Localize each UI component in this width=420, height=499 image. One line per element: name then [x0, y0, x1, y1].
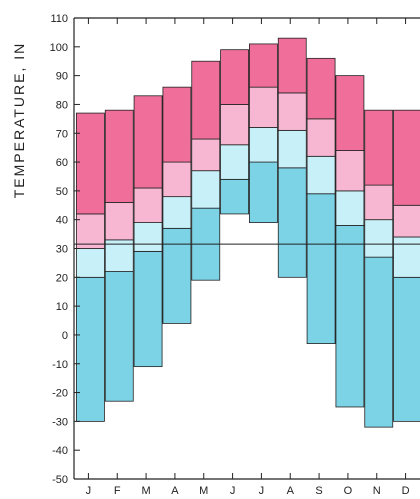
bar-segment — [133, 95, 163, 189]
bar-segment — [364, 184, 394, 221]
bar-segment — [191, 138, 221, 172]
y-tick-label: 70 — [56, 128, 68, 140]
month-label: M — [141, 485, 150, 497]
y-axis-ticks: -50 -40 -30 -20 -10 0 10 20 30 40 50 60 70 80 90 100 110 — [50, 13, 80, 486]
bar-segment — [335, 150, 365, 192]
bar-segment — [364, 256, 394, 428]
bar-segment — [277, 37, 307, 94]
y-axis-label: TEMPERATURE, IN — [11, 42, 27, 199]
month-label: J — [259, 485, 265, 497]
y-axis-label-group: TEMPERATURE, IN — [11, 42, 27, 199]
bar-segment — [277, 92, 307, 131]
bar-segment — [76, 276, 105, 422]
bar-segment — [76, 112, 105, 215]
bar-segment — [191, 170, 221, 209]
bar-segment — [306, 193, 336, 344]
bar-segment — [162, 161, 192, 198]
y-tick-label: 0 — [62, 330, 68, 342]
y-tick-label: -50 — [52, 474, 68, 486]
bar-segment — [104, 271, 134, 402]
bar-segment — [162, 227, 192, 324]
bar-segment — [249, 127, 278, 163]
bar-segment — [76, 248, 105, 278]
month-label: S — [315, 485, 322, 497]
y-tick-label: 50 — [56, 186, 68, 198]
bar-segment — [76, 213, 105, 249]
bar-segment — [249, 43, 278, 88]
y-tick-label: 40 — [56, 215, 68, 227]
month-label: J — [86, 485, 92, 497]
bar-segment — [191, 60, 221, 140]
bar-segment — [249, 161, 278, 223]
month-label: J — [230, 485, 236, 497]
bar-segment — [393, 109, 420, 206]
month-label: O — [344, 485, 353, 497]
bar-segment — [220, 178, 249, 215]
bar-segment — [104, 109, 134, 203]
bar-segment — [306, 118, 336, 157]
month-label: F — [114, 485, 121, 497]
bar-segment — [249, 86, 278, 128]
month-label: N — [373, 485, 381, 497]
bar-segment — [277, 129, 307, 169]
y-tick-label: -40 — [52, 445, 68, 457]
y-tick-label: -30 — [52, 416, 68, 428]
y-tick-label: 30 — [56, 244, 68, 256]
y-tick-label: 110 — [50, 13, 68, 25]
y-tick-label: -20 — [52, 388, 68, 400]
y-tick-label: -10 — [52, 359, 68, 371]
bar-segment — [220, 144, 249, 180]
bar-segment — [104, 201, 134, 241]
bar-segment — [133, 250, 163, 368]
bar-segment — [335, 190, 365, 226]
bar-segment — [306, 155, 336, 195]
bar-segment — [364, 109, 394, 186]
y-tick-label: 60 — [56, 157, 68, 169]
bar-segment — [335, 75, 365, 151]
bar-segment — [277, 167, 307, 278]
y-tick-label: 100 — [50, 42, 68, 54]
bar-segment — [162, 86, 192, 163]
y-tick-label: 90 — [56, 71, 68, 83]
bar-segment — [104, 239, 134, 272]
bar-segment — [364, 219, 394, 258]
bar-segment — [335, 225, 365, 408]
bar-segment — [306, 57, 336, 120]
bar-segment — [133, 222, 163, 252]
month-label: D — [402, 485, 410, 497]
bar-segment — [393, 204, 420, 238]
y-tick-label: 20 — [56, 272, 68, 284]
bar-segment — [393, 236, 420, 278]
bars-layer — [74, 37, 420, 428]
month-label: A — [287, 485, 295, 497]
bar-segment — [162, 196, 192, 229]
bar-segment — [133, 187, 163, 223]
bar-segment — [220, 104, 249, 146]
y-tick-label: 80 — [56, 99, 68, 111]
y-tick-label: 10 — [56, 301, 68, 313]
month-label: M — [199, 485, 208, 497]
bar-segment — [393, 276, 420, 422]
month-label: A — [171, 485, 179, 497]
bar-segment — [220, 49, 249, 105]
